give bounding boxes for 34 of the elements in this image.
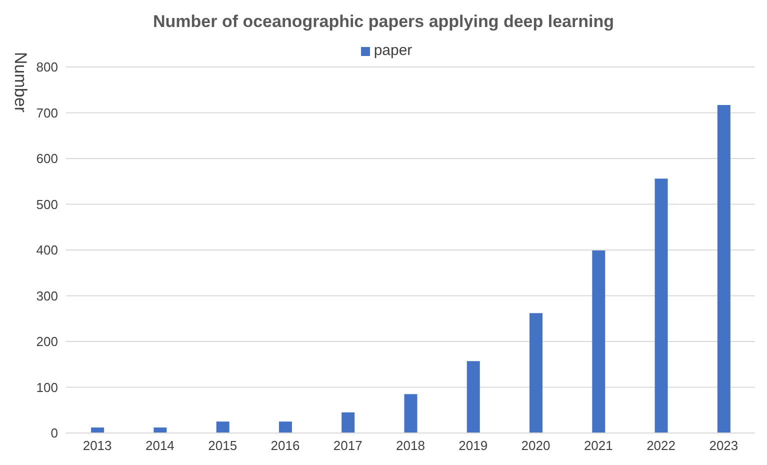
bar bbox=[342, 412, 355, 433]
x-tick-label: 2022 bbox=[646, 438, 676, 454]
y-axis-title: Number bbox=[10, 52, 30, 112]
bar bbox=[404, 394, 418, 433]
y-tick-label: 600 bbox=[36, 151, 58, 166]
y-tick-label: 200 bbox=[36, 334, 58, 350]
y-tick-label: 300 bbox=[36, 288, 58, 304]
y-tick-label: 100 bbox=[36, 380, 58, 395]
bar bbox=[216, 422, 230, 433]
bar bbox=[592, 250, 606, 433]
y-tick-label: 500 bbox=[36, 196, 58, 212]
x-tick-label: 2019 bbox=[458, 438, 488, 454]
bar bbox=[91, 428, 104, 433]
y-tick-label: 700 bbox=[36, 105, 58, 120]
y-tick-label: 800 bbox=[36, 60, 58, 75]
x-tick-label: 2018 bbox=[396, 438, 425, 454]
x-tick-label: 2021 bbox=[584, 438, 613, 454]
x-tick-label: 2015 bbox=[208, 438, 238, 454]
bar bbox=[654, 178, 668, 433]
x-tick-label: 2014 bbox=[145, 438, 174, 454]
bar bbox=[466, 361, 480, 433]
y-tick-label: 400 bbox=[36, 242, 58, 258]
x-tick-label: 2020 bbox=[521, 438, 550, 454]
chart-title: Number of oceanographic papers applying deep learning bbox=[152, 12, 615, 32]
legend-label: paper bbox=[374, 42, 412, 59]
x-tick-label: 2016 bbox=[270, 438, 300, 454]
bar bbox=[717, 104, 730, 433]
y-tick-label: 0 bbox=[50, 426, 58, 441]
bar bbox=[154, 428, 167, 433]
x-tick-label: 2023 bbox=[709, 438, 738, 454]
bar bbox=[530, 313, 543, 433]
x-tick-label: 2017 bbox=[333, 438, 362, 454]
x-tick-label: 2013 bbox=[82, 438, 112, 454]
bar bbox=[278, 422, 292, 433]
